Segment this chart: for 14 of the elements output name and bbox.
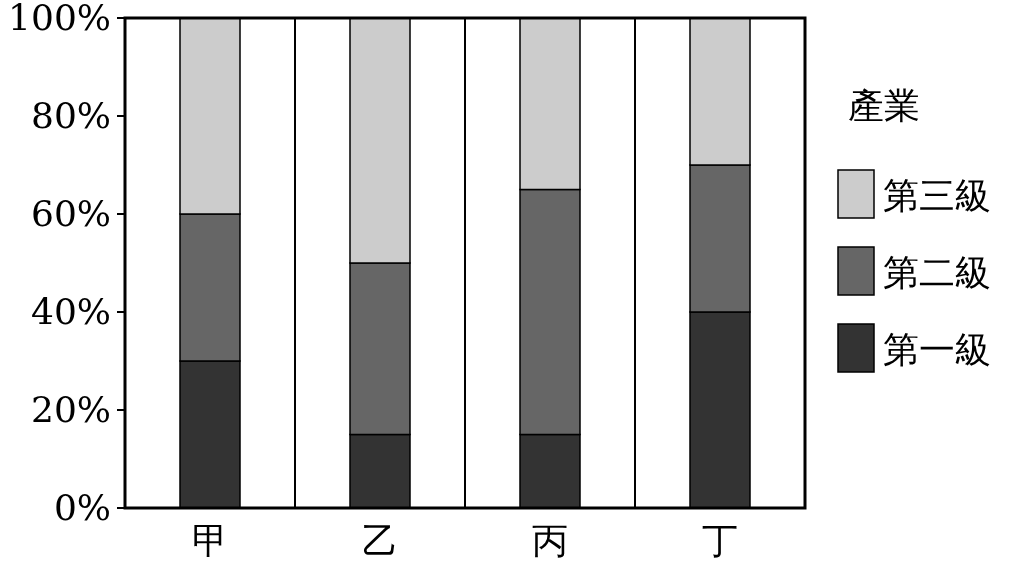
legend-label: 第一級 <box>883 329 991 370</box>
y-tick-label: 40% <box>30 291 111 332</box>
y-tick-label: 60% <box>30 193 111 234</box>
x-tick-label: 甲 <box>192 520 228 561</box>
legend-label: 第三級 <box>883 175 991 216</box>
legend-label: 第二級 <box>883 252 991 293</box>
legend-title: 產業 <box>848 85 920 126</box>
y-tick-label: 80% <box>30 95 111 136</box>
x-tick-label: 乙 <box>362 520 398 561</box>
x-tick-label: 丁 <box>702 520 738 561</box>
y-tick-label: 20% <box>30 389 111 430</box>
y-tick-label: 100% <box>8 0 111 38</box>
x-tick-label: 丙 <box>532 520 568 561</box>
y-tick-label: 0% <box>53 487 111 528</box>
